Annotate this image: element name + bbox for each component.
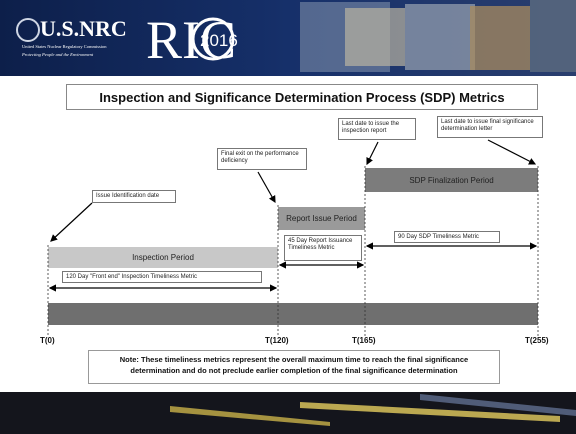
callout-arrow (258, 172, 275, 202)
metric-label: 90 Day SDP Timeliness Metric (394, 231, 500, 243)
callout-arrow (488, 140, 535, 164)
slide-screenshot: U.S.NRC United States Nuclear Regulatory… (0, 0, 576, 434)
metric-label: 120 Day "Front end" Inspection Timelines… (62, 271, 262, 283)
period-label: Report Issue Period (278, 207, 365, 230)
callout: Final exit on the performance deficiency (217, 148, 307, 170)
timeline-label: T(120) (265, 336, 289, 345)
timeline-bar (48, 303, 538, 325)
callout: Last date to issue the inspection report (338, 118, 416, 140)
callout-arrow (51, 203, 92, 241)
period-label: SDP Finalization Period (365, 168, 538, 192)
callout-arrow (367, 142, 378, 164)
timeline-label: T(255) (525, 336, 549, 345)
callout: Issue Identification date (92, 190, 176, 203)
callout: Last date to issue final significance de… (437, 116, 543, 138)
timeline-label: T(0) (40, 336, 55, 345)
note: Note: These timeliness metrics represent… (88, 350, 500, 384)
timeline-label: T(165) (352, 336, 376, 345)
period-label: Inspection Period (48, 247, 278, 268)
metric-label: 45 Day Report Issuance Timeliness Metric (284, 235, 362, 261)
